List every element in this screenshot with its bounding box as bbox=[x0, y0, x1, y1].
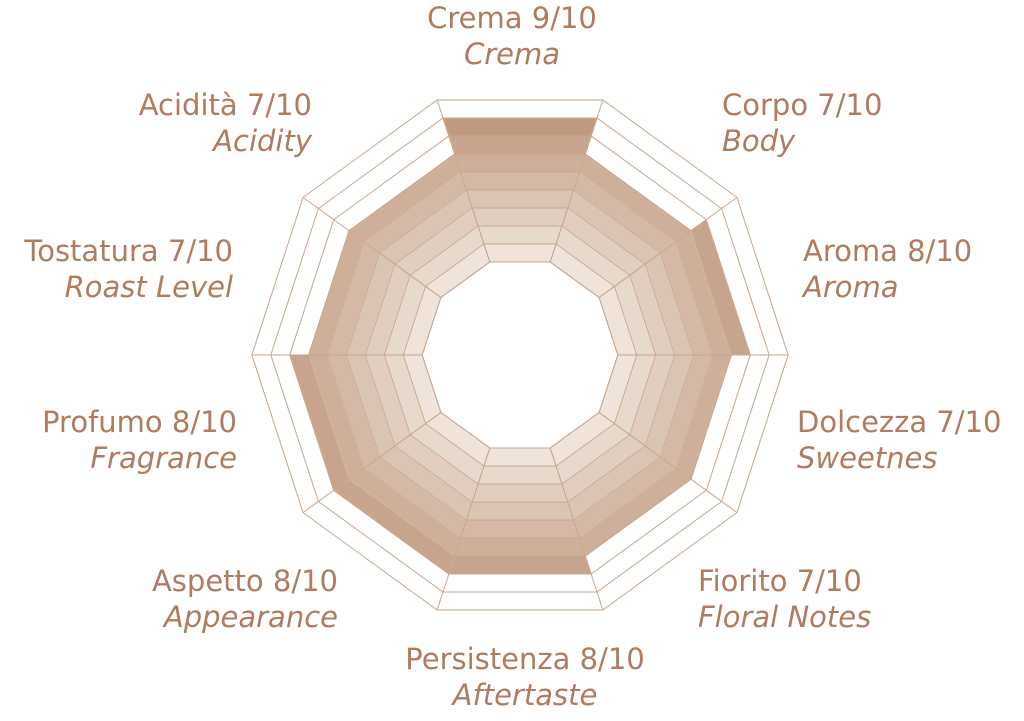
value-label: 7/10 bbox=[817, 88, 882, 122]
level-band bbox=[483, 447, 557, 467]
value-label: 8/10 bbox=[273, 564, 338, 598]
value-label: 7/10 bbox=[168, 234, 233, 268]
radial-line bbox=[302, 412, 442, 514]
level-band bbox=[477, 465, 563, 485]
axis-label: Acidità 7/10 bbox=[139, 88, 312, 122]
axis-label: Aspetto 8/10 bbox=[152, 564, 338, 598]
axis-sublabel: Floral Notes bbox=[698, 600, 871, 634]
radial-line bbox=[302, 196, 442, 298]
level-band bbox=[459, 519, 581, 539]
value-label: 8/10 bbox=[907, 234, 972, 268]
radial-line bbox=[549, 447, 604, 611]
axis-sublabel: Aftertaste bbox=[451, 678, 598, 712]
axis-label: Crema 9/10 bbox=[427, 1, 597, 35]
axis-label: Corpo 7/10 bbox=[722, 88, 882, 122]
level-band bbox=[471, 483, 569, 503]
level-band bbox=[448, 135, 592, 155]
radial-line bbox=[436, 99, 491, 263]
value-label: 7/10 bbox=[797, 564, 862, 598]
axis-sublabel: Acidity bbox=[211, 124, 313, 158]
axis-label: Persistenza 8/10 bbox=[405, 642, 644, 676]
category-name: Aspetto bbox=[152, 564, 264, 598]
category-name: Aroma bbox=[803, 234, 898, 268]
category-name: Persistenza bbox=[405, 642, 570, 676]
level-band bbox=[454, 153, 586, 173]
value-label: 7/10 bbox=[936, 405, 1001, 439]
axis-sublabel: Body bbox=[722, 124, 796, 158]
axis-sublabel: Appearance bbox=[162, 600, 338, 634]
category-name: Profumo bbox=[42, 405, 163, 439]
axis-sublabel: Crema bbox=[464, 37, 560, 71]
value-label: 8/10 bbox=[580, 642, 645, 676]
axis-sublabel: Roast Level bbox=[65, 270, 233, 304]
radial-line bbox=[549, 99, 604, 263]
category-name: Corpo bbox=[722, 88, 808, 122]
category-name: Fiorito bbox=[698, 564, 787, 598]
value-label: 8/10 bbox=[172, 405, 237, 439]
category-name: Tostatura bbox=[23, 234, 158, 268]
category-name: Crema bbox=[427, 1, 522, 35]
level-band bbox=[483, 243, 557, 263]
radial-line bbox=[436, 447, 491, 611]
value-label: 9/10 bbox=[532, 1, 597, 35]
radial-line bbox=[598, 196, 738, 298]
level-band bbox=[465, 189, 575, 209]
category-name: Acidità bbox=[139, 88, 238, 122]
value-label: 7/10 bbox=[247, 88, 312, 122]
axis-label: Fiorito 7/10 bbox=[698, 564, 862, 598]
axis-label: Profumo 8/10 bbox=[42, 405, 237, 439]
grid-ring bbox=[402, 243, 638, 467]
level-band bbox=[442, 117, 598, 137]
axis-sublabel: Aroma bbox=[801, 270, 899, 304]
level-band bbox=[448, 555, 592, 575]
grid-ring bbox=[421, 261, 619, 449]
level-band bbox=[465, 501, 575, 521]
category-name: Dolcezza bbox=[797, 405, 927, 439]
axis-label: Aroma 8/10 bbox=[803, 234, 972, 268]
axis-sublabel: Sweetnes bbox=[797, 441, 938, 475]
radial-line bbox=[598, 412, 738, 514]
grid-ring bbox=[383, 225, 657, 485]
axis-label: Tostatura 7/10 bbox=[23, 234, 233, 268]
level-band bbox=[471, 207, 569, 227]
axis-label: Dolcezza 7/10 bbox=[797, 405, 1001, 439]
level-band bbox=[477, 225, 563, 245]
level-band bbox=[459, 171, 581, 191]
level-band bbox=[454, 537, 586, 557]
axis-sublabel: Fragrance bbox=[90, 441, 237, 475]
